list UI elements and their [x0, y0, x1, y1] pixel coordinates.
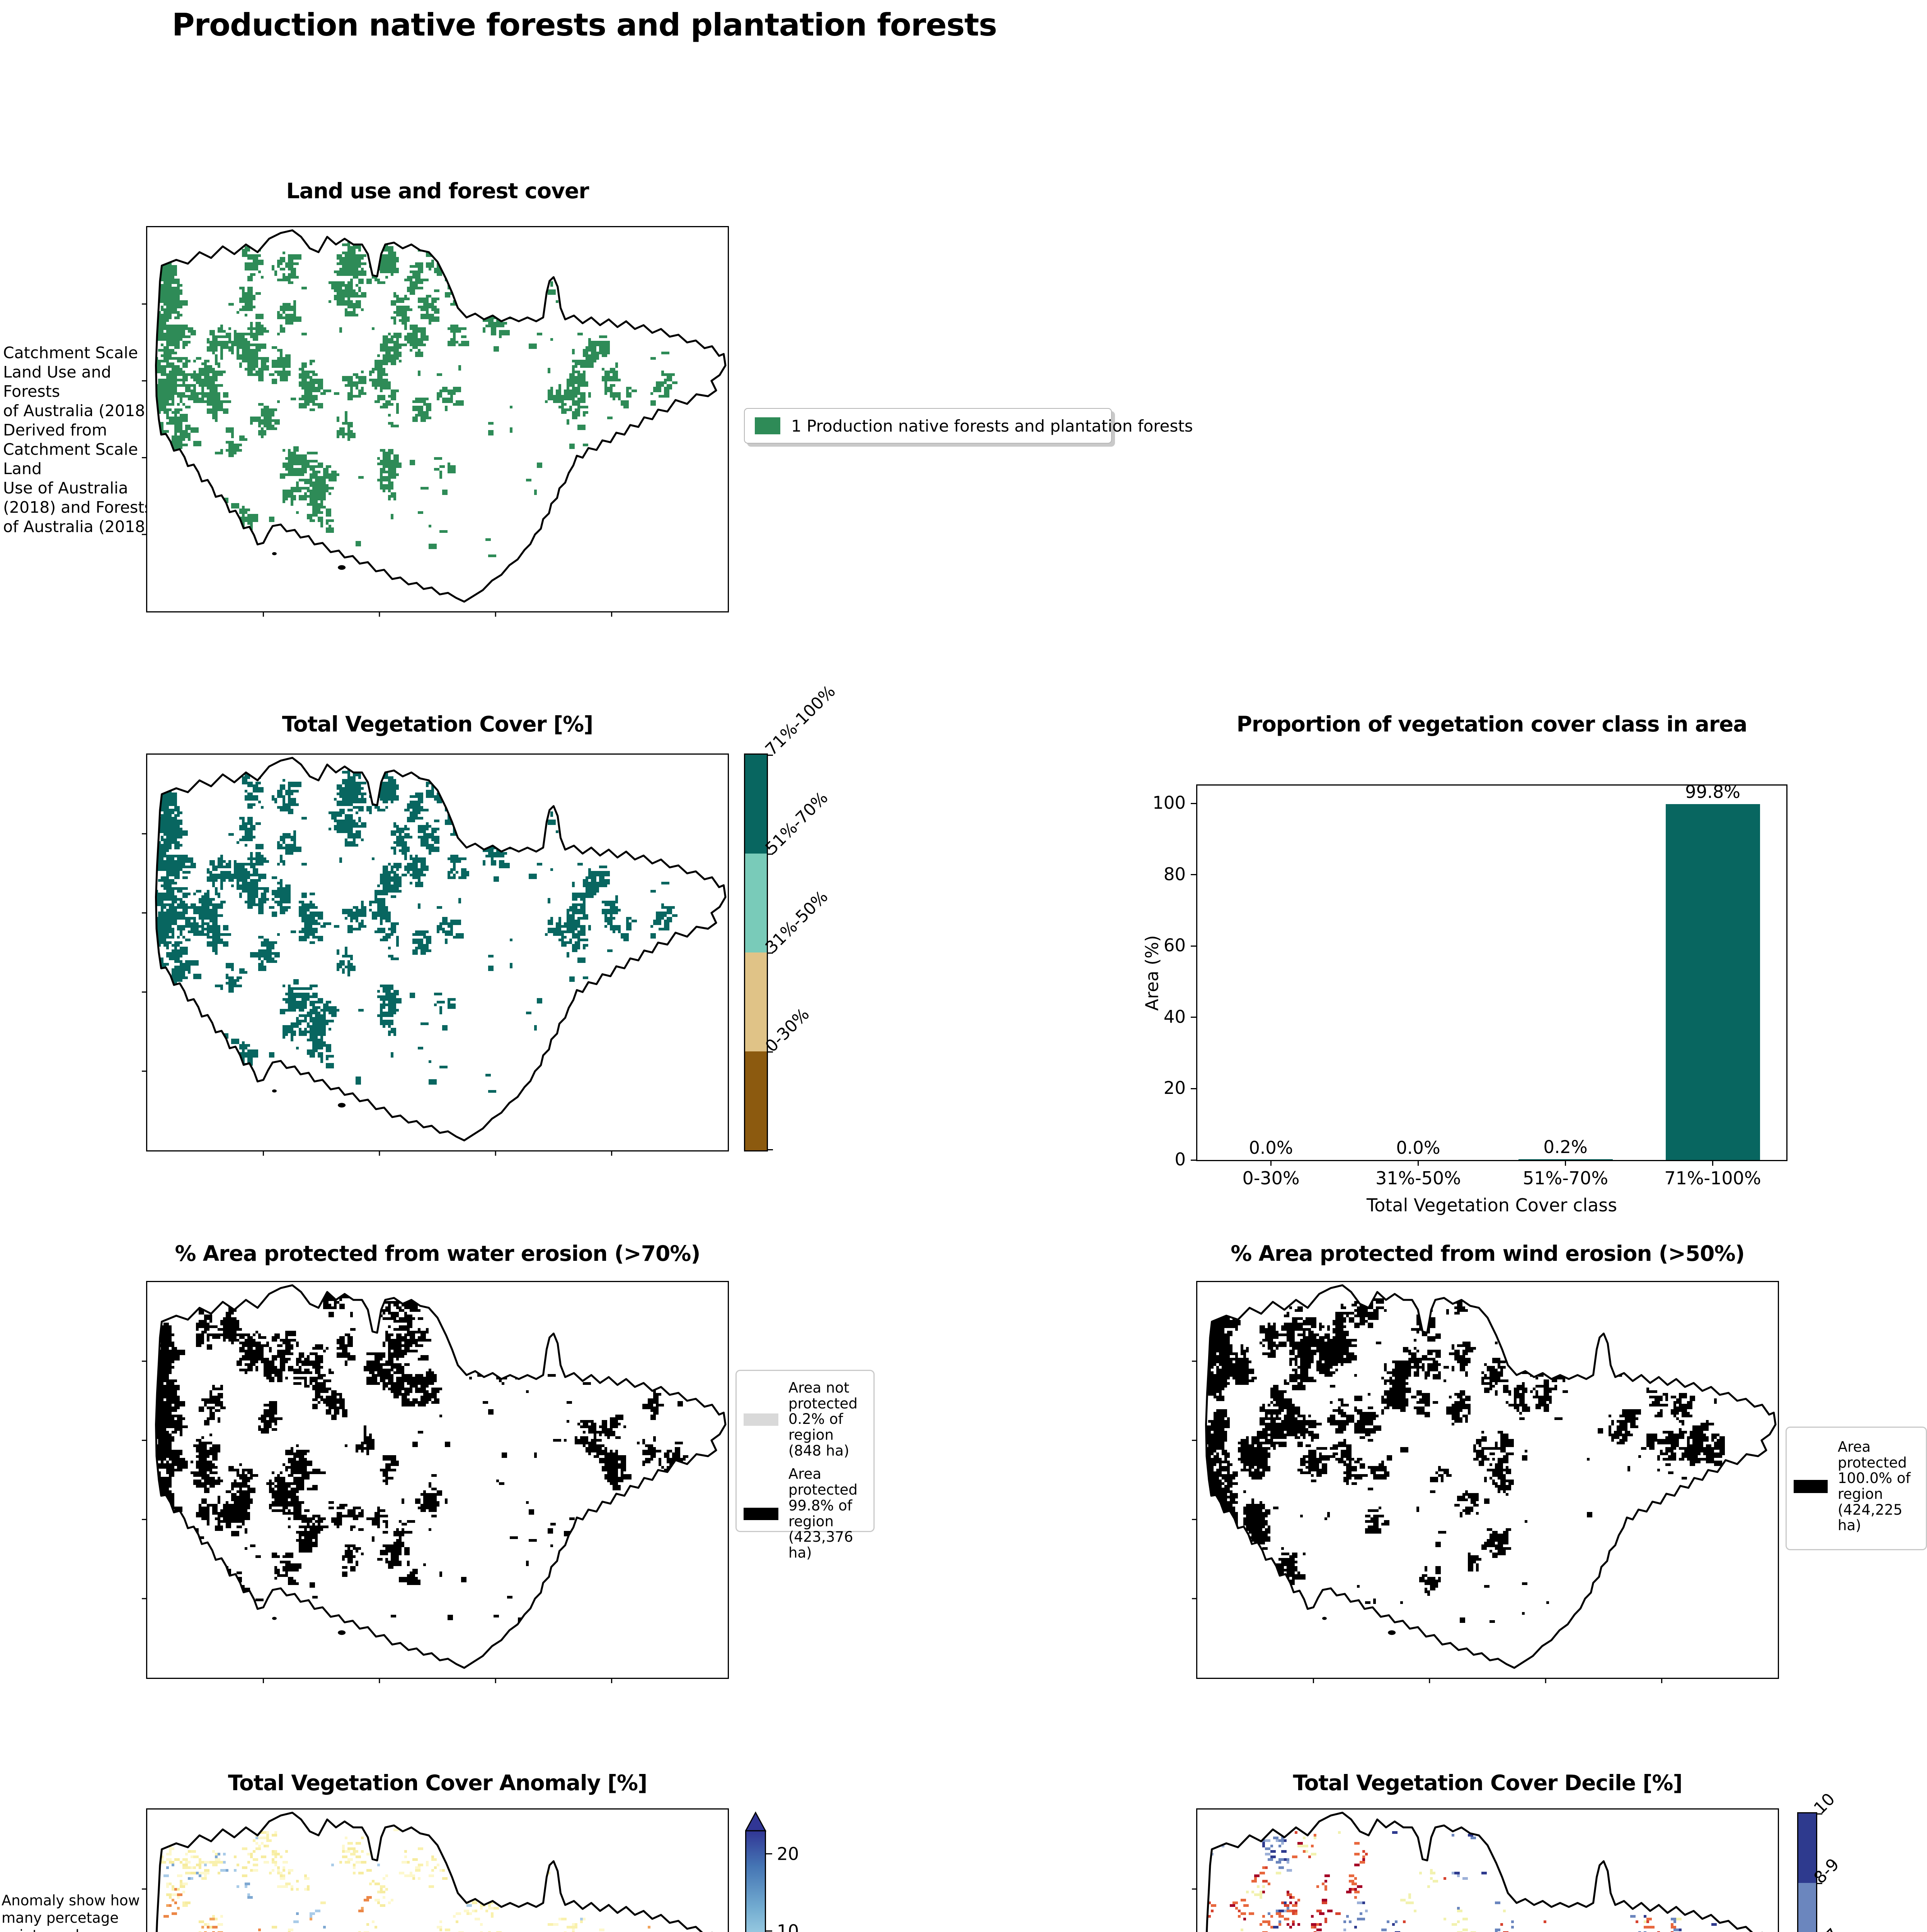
landuse-legend: 1 Production native forests and plantati…	[744, 408, 1193, 444]
anomaly-panel-title: Total Vegetation Cover Anomaly [%]	[228, 1770, 647, 1795]
cover-colorbar-segment	[745, 952, 767, 1051]
decile-panel-title: Total Vegetation Cover Decile [%]	[1293, 1770, 1682, 1795]
bar-51%-70%	[1518, 1159, 1613, 1160]
decile-colorbar: 108-94-72-31	[1797, 1789, 1843, 1932]
landuse-legend-label: 1 Production native forests and plantati…	[791, 416, 1193, 435]
cover-colorbar-label: 51%-70%	[761, 788, 832, 859]
y-tick-label: 20	[1163, 1078, 1186, 1099]
wind-legend-label-protected: Area protected 100.0% of region (424,225…	[1838, 1439, 1911, 1534]
bar-71%-100%	[1665, 804, 1760, 1160]
wind-legend-swatch-protected	[1794, 1480, 1828, 1493]
y-axis-label: Area (%)	[1142, 935, 1163, 1011]
decile-colorbar-segment	[1798, 1813, 1816, 1883]
wind-legend: Area protected 100.0% of region (424,225…	[1786, 1427, 1927, 1550]
water-legend-label-notprotected: Area not protected 0.2% of region (848 h…	[788, 1379, 858, 1459]
water-legend-swatch-notprotected	[744, 1413, 778, 1426]
cover-map	[142, 753, 729, 1156]
page-title: Production native forests and plantation…	[172, 7, 997, 43]
water-legend-swatch-protected	[744, 1507, 778, 1520]
y-tick-label: 0	[1175, 1149, 1186, 1170]
anomaly-side-note: Anomaly show how many percetage points e…	[2, 1892, 140, 1932]
x-tick-label: 31%-50%	[1375, 1168, 1461, 1189]
cover-colorbar-segment	[745, 755, 767, 854]
decile-map	[1192, 1808, 1779, 1932]
water-legend-entry-notprotected: Area not protected 0.2% of region (848 h…	[737, 1376, 873, 1463]
water-map	[142, 1281, 729, 1683]
bar-value-label: 0.2%	[1543, 1137, 1588, 1158]
water-legend: Area not protected 0.2% of region (848 h…	[735, 1370, 875, 1561]
x-tick-label: 51%-70%	[1522, 1168, 1609, 1189]
wind-map	[1192, 1281, 1779, 1683]
y-tick-label: 60	[1163, 935, 1186, 956]
cover-panel-title: Total Vegetation Cover [%]	[282, 712, 594, 736]
proportion-bar-chart: 0 20 40 60 80 100 0.0% 0-30% 0.0% 31%-50% 0.2% 51%-…	[1142, 782, 1787, 1216]
decile-colorbar-segment	[1798, 1883, 1816, 1932]
landuse-legend-swatch	[755, 417, 780, 434]
bar-value-label: 0.0%	[1396, 1138, 1440, 1158]
wind-panel-title: % Area protected from wind erosion (>50%…	[1231, 1241, 1745, 1266]
water-panel-title: % Area protected from water erosion (>70…	[175, 1241, 700, 1266]
cover-colorbar-segment	[745, 854, 767, 952]
x-tick-label: 0-30%	[1242, 1168, 1300, 1189]
anomaly-colorbar: 20100−10−20	[745, 1811, 799, 1932]
landuse-panel-title: Land use and forest cover	[286, 179, 589, 203]
cover-colorbar-label: 71%-100%	[761, 682, 839, 760]
x-tick-label: 71%-100%	[1664, 1168, 1761, 1189]
cover-colorbar-label: 31%-50%	[761, 887, 832, 957]
bar-value-label: 0.0%	[1249, 1138, 1293, 1158]
wind-legend-entry-protected: Area protected 100.0% of region (424,225…	[1787, 1435, 1926, 1537]
y-tick-label: 80	[1163, 864, 1186, 884]
bar-value-label: 99.8%	[1685, 782, 1740, 802]
y-tick-label: 40	[1163, 1006, 1186, 1027]
cover-colorbar-label: 0-30%	[761, 1004, 814, 1056]
landuse-map	[142, 226, 729, 617]
cover-colorbar-segment	[745, 1051, 767, 1150]
cover-colorbar: 71%-100% 51%-70% 31%-50% 0-30%	[744, 682, 839, 1151]
y-tick-label: 100	[1152, 793, 1186, 813]
anomaly-map	[142, 1808, 729, 1932]
landuse-side-note: Catchment Scale Land Use and Forests of …	[3, 344, 153, 536]
water-legend-entry-protected: Area protected 99.8% of region (423,376 …	[737, 1463, 873, 1565]
water-legend-label-protected: Area protected 99.8% of region (423,376 …	[788, 1466, 858, 1561]
x-axis-label: Total Vegetation Cover class	[1366, 1195, 1617, 1216]
proportion-chart-title: Proportion of vegetation cover class in …	[1236, 712, 1748, 736]
